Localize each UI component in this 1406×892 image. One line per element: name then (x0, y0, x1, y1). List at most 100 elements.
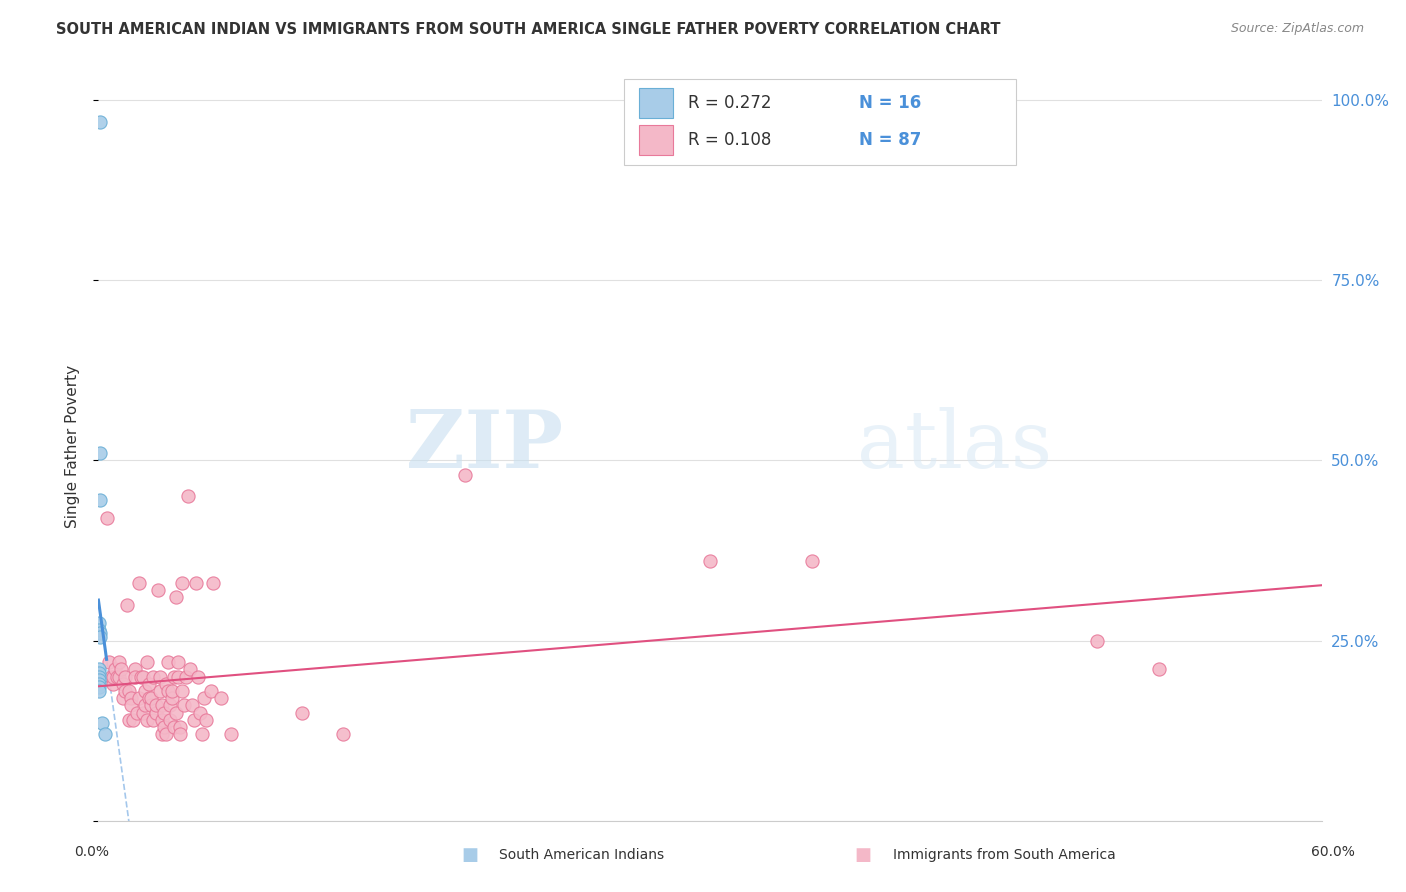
Point (145, 698, 167, 713)
Point (89, 669, 111, 683)
Point (150, 713, 173, 727)
Point (454, 467, 477, 482)
Point (108, 669, 131, 683)
Point (124, 669, 146, 683)
Text: R = 0.272: R = 0.272 (688, 94, 772, 112)
Point (163, 720, 186, 734)
Point (149, 684, 172, 698)
Point (177, 490, 200, 504)
Point (124, 662, 146, 676)
Point (89, 673, 111, 688)
Point (89, 493, 111, 508)
Point (141, 691, 163, 706)
Text: ZIP: ZIP (406, 407, 564, 485)
Point (160, 684, 183, 698)
Point (150, 727, 173, 741)
Point (118, 713, 141, 727)
Point (108, 655, 131, 669)
Point (149, 669, 172, 683)
Point (89, 623, 111, 637)
Point (200, 684, 222, 698)
Point (167, 669, 190, 683)
Point (173, 698, 195, 713)
Point (141, 698, 163, 713)
Point (89, 446, 111, 460)
Point (100, 669, 122, 683)
Point (174, 669, 197, 683)
Point (115, 598, 138, 612)
Bar (640, 87, 673, 118)
Point (152, 720, 174, 734)
Y-axis label: Single Father Poverty: Single Father Poverty (65, 365, 80, 527)
Point (96, 511, 118, 525)
Point (89, 665, 111, 680)
Point (111, 677, 134, 691)
Point (91, 716, 114, 731)
Point (132, 706, 155, 720)
Point (165, 591, 187, 605)
Point (89, 615, 111, 630)
Point (156, 655, 179, 669)
Point (201, 575, 224, 590)
Point (699, 554, 721, 568)
Point (97, 655, 120, 669)
Point (145, 706, 167, 720)
Point (132, 669, 155, 683)
Point (142, 713, 165, 727)
Point (150, 698, 173, 713)
Point (186, 575, 208, 590)
Point (101, 677, 124, 691)
Point (114, 684, 136, 698)
Text: N = 87: N = 87 (859, 131, 922, 149)
Point (193, 691, 215, 706)
Point (170, 575, 193, 590)
Point (89, 630, 111, 644)
Bar (624, 78, 1015, 165)
Text: South American Indians: South American Indians (499, 847, 664, 862)
Point (155, 727, 177, 741)
Point (120, 691, 142, 706)
Text: ■: ■ (461, 846, 478, 863)
Point (801, 554, 824, 568)
Point (187, 669, 209, 683)
Point (195, 713, 218, 727)
Text: Source: ZipAtlas.com: Source: ZipAtlas.com (1230, 22, 1364, 36)
Point (138, 677, 160, 691)
Point (179, 662, 201, 676)
Point (169, 727, 191, 741)
Point (114, 669, 136, 683)
Text: R = 0.108: R = 0.108 (688, 131, 772, 149)
Point (156, 684, 179, 698)
Point (136, 713, 159, 727)
Text: N = 16: N = 16 (859, 94, 921, 112)
Point (142, 669, 165, 683)
Point (127, 706, 149, 720)
Point (191, 727, 214, 741)
Point (89, 684, 111, 698)
Point (160, 691, 183, 706)
Point (165, 706, 187, 720)
Point (183, 713, 205, 727)
Point (122, 713, 145, 727)
Text: 60.0%: 60.0% (1310, 845, 1355, 859)
Point (155, 677, 177, 691)
Text: SOUTH AMERICAN INDIAN VS IMMIGRANTS FROM SOUTH AMERICA SINGLE FATHER POVERTY COR: SOUTH AMERICAN INDIAN VS IMMIGRANTS FROM… (56, 22, 1001, 37)
Point (219, 727, 242, 741)
Point (188, 706, 212, 720)
Point (89, 677, 111, 691)
Point (1085, 633, 1108, 648)
Point (89, 115, 111, 129)
Point (169, 720, 191, 734)
Point (93, 727, 115, 741)
Text: 0.0%: 0.0% (75, 845, 108, 859)
Point (138, 691, 160, 706)
Point (209, 691, 232, 706)
Bar (640, 125, 673, 155)
Point (332, 727, 354, 741)
Text: ■: ■ (855, 846, 872, 863)
Text: atlas: atlas (856, 407, 1052, 485)
Point (170, 684, 193, 698)
Point (105, 669, 128, 683)
Point (118, 684, 141, 698)
Point (152, 706, 174, 720)
